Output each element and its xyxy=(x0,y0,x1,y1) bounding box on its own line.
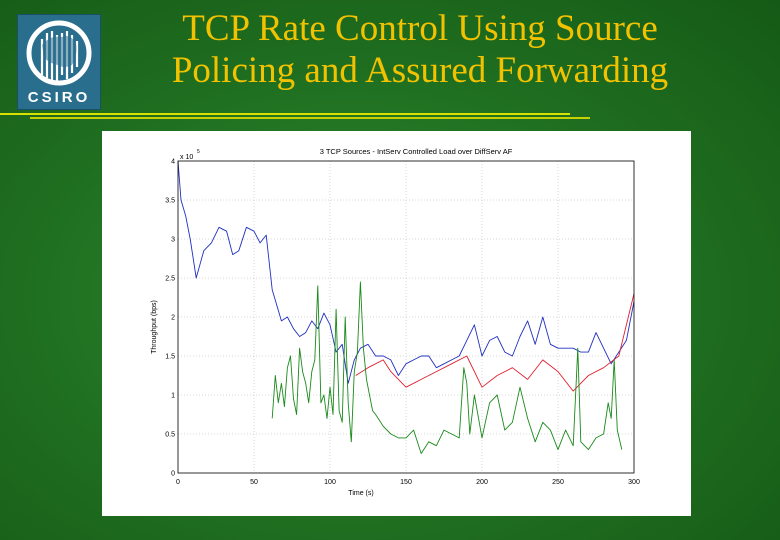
y-exponent-label: x 10 xyxy=(180,154,193,161)
chart-grid xyxy=(177,160,635,474)
y-tick-label: 0.5 xyxy=(165,432,175,439)
y-tick-label: 1 xyxy=(171,393,175,400)
y-tick-label: 2.5 xyxy=(165,276,175,283)
x-axis-label: Time (s) xyxy=(348,490,373,497)
x-tick-label: 300 xyxy=(628,479,640,486)
plot-frame xyxy=(177,160,635,474)
slide-title: TCP Rate Control Using Source Policing a… xyxy=(171,8,669,91)
y-axis-label: Throughput (bps) xyxy=(151,300,158,354)
chart-ticks: 0 50 100 150 200 250 300 0 0.5 1 1.5 2 2.5 3 3.5 4 xyxy=(165,159,640,487)
logo-emblem xyxy=(26,20,92,86)
title-underline xyxy=(0,113,570,115)
series-line-3 xyxy=(271,281,623,454)
y-tick-label: 3.5 xyxy=(165,198,175,205)
title-underline-secondary xyxy=(30,117,590,119)
y-exponent-value: 5 xyxy=(197,149,200,155)
y-tick-label: 4 xyxy=(171,159,175,166)
logo-text: CSIRO xyxy=(27,89,91,106)
x-tick-label: 100 xyxy=(324,479,336,486)
chart-title: 3 TCP Sources - IntServ Controlled Load … xyxy=(320,147,513,156)
x-tick-label: 200 xyxy=(476,479,488,486)
chart-series xyxy=(177,160,635,454)
y-tick-label: 1.5 xyxy=(165,354,175,361)
x-tick-label: 250 xyxy=(552,479,564,486)
y-tick-label: 2 xyxy=(171,315,175,322)
x-tick-label: 0 xyxy=(176,479,180,486)
chart-panel: 0 50 100 150 200 250 300 0 0.5 1 1.5 2 2.5 3 3.5 4 3 TC… xyxy=(102,131,691,516)
series-line-1 xyxy=(177,160,635,384)
x-tick-label: 150 xyxy=(400,479,412,486)
csiro-logo: CSIRO xyxy=(17,14,101,110)
x-tick-label: 50 xyxy=(250,479,258,486)
throughput-chart: 0 50 100 150 200 250 300 0 0.5 1 1.5 2 2.5 3 3.5 4 3 TC… xyxy=(151,147,640,497)
series-line-2 xyxy=(355,293,635,392)
y-tick-label: 0 xyxy=(171,471,175,478)
y-tick-label: 3 xyxy=(171,237,175,244)
